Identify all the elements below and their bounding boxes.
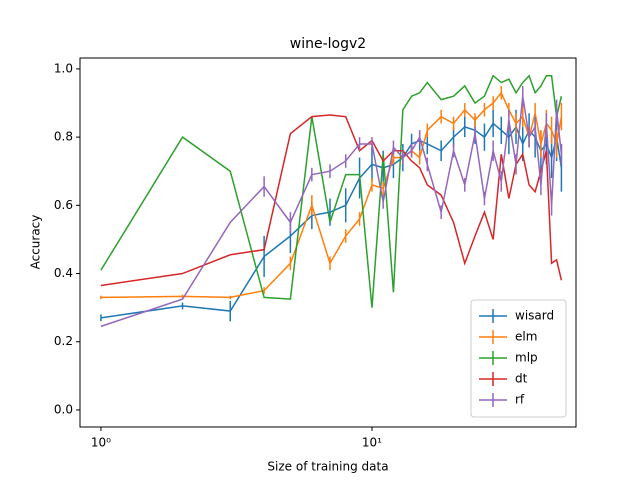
- legend-box: [470, 299, 567, 418]
- series-line: [100, 114, 563, 287]
- x-axis-label: Size of training data: [267, 460, 388, 474]
- y-axis-label: Accuracy: [29, 215, 43, 270]
- series-line: [100, 74, 563, 308]
- y-tick-label: 0.8: [54, 130, 73, 144]
- y-tick-label: 0.0: [54, 402, 73, 416]
- legend-label: wisard: [515, 309, 554, 323]
- legend-label: mlp: [515, 351, 538, 365]
- plot-frame: [79, 57, 577, 428]
- x-tick-label: 10⁰: [91, 436, 111, 450]
- legend-label: dt: [515, 372, 528, 386]
- legend-label: rf: [515, 393, 525, 407]
- x-tick-label: 10¹: [362, 436, 382, 450]
- y-tick-label: 0.6: [54, 198, 73, 212]
- y-tick-label: 0.4: [54, 266, 73, 280]
- y-tick-label: 0.2: [54, 334, 73, 348]
- legend-label: elm: [515, 330, 537, 344]
- y-tick-label: 1.0: [54, 61, 73, 75]
- chart-title: wine-logv2: [290, 36, 366, 52]
